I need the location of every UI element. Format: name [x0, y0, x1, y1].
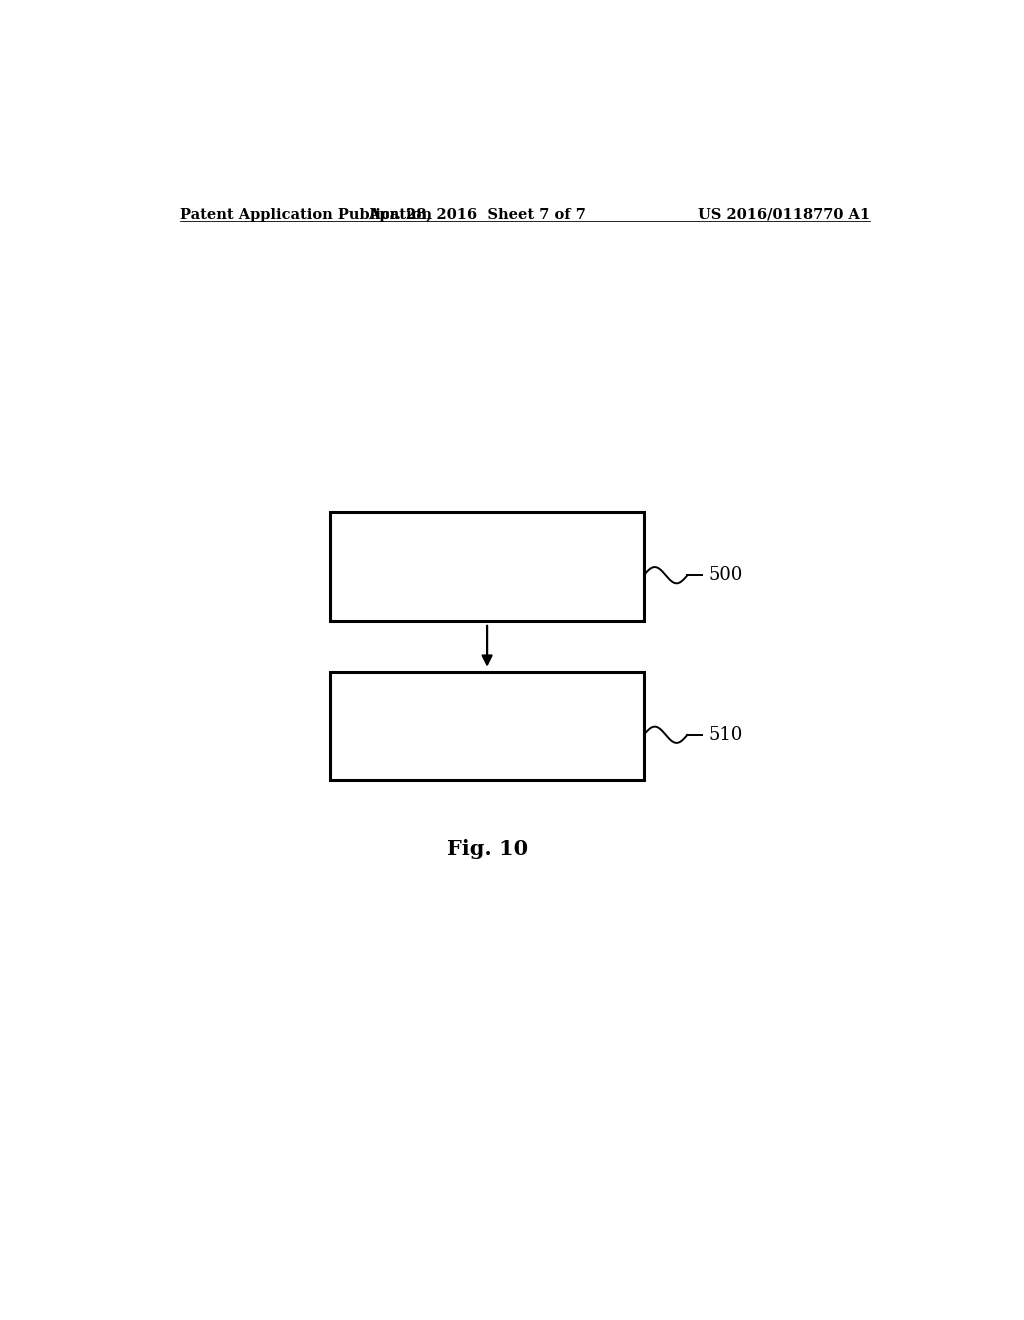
Bar	[331, 672, 644, 780]
Bar	[331, 512, 644, 620]
Text: Patent Application Publication: Patent Application Publication	[179, 207, 431, 222]
Text: US 2016/0118770 A1: US 2016/0118770 A1	[698, 207, 870, 222]
Text: Apr. 28, 2016  Sheet 7 of 7: Apr. 28, 2016 Sheet 7 of 7	[369, 207, 586, 222]
Text: 500: 500	[709, 566, 742, 585]
Text: Fig. 10: Fig. 10	[446, 840, 527, 859]
Text: 510: 510	[709, 726, 742, 743]
